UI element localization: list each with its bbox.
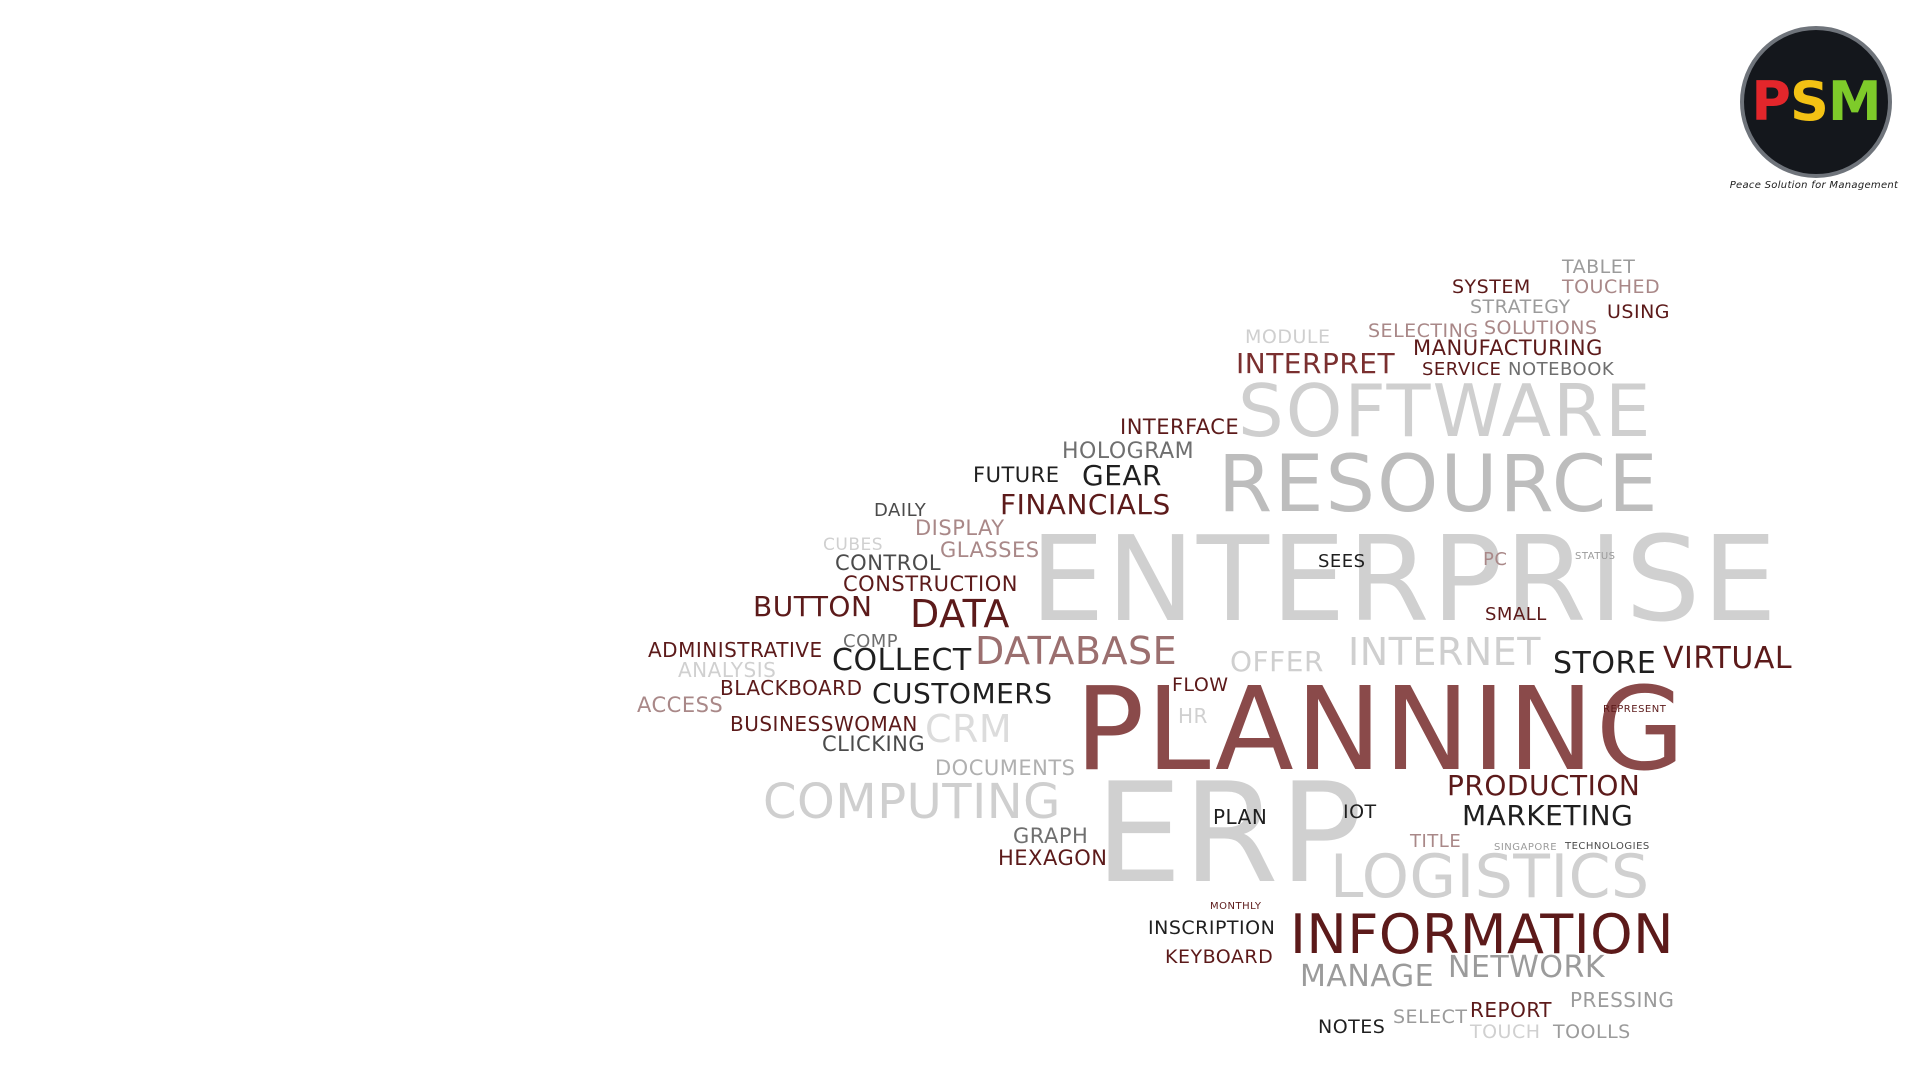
word-sees: SEES — [1318, 551, 1366, 572]
word-plan: PLAN — [1213, 805, 1268, 829]
word-select: SELECT — [1393, 1006, 1468, 1028]
word-graph: GRAPH — [1013, 824, 1089, 848]
word-documents: DOCUMENTS — [935, 756, 1076, 780]
word-technologies: TECHNOLOGIES — [1565, 841, 1650, 852]
word-customers: CUSTOMERS — [872, 677, 1053, 710]
word-notes: NOTES — [1318, 1016, 1386, 1038]
word-represent: REPRESENT — [1603, 704, 1667, 715]
word-button: BUTTON — [753, 590, 873, 623]
word-financials: FINANCIALS — [1000, 488, 1171, 521]
word-keyboard: KEYBOARD — [1165, 946, 1274, 968]
word-interpret: INTERPRET — [1236, 347, 1396, 380]
word-inscription: INSCRIPTION — [1148, 917, 1276, 939]
word-hexagon: HEXAGON — [998, 846, 1108, 870]
word-erp: ERP — [1095, 753, 1363, 914]
word-enterprise: ENTERPRISE — [1030, 510, 1779, 648]
word-control: CONTROL — [835, 551, 942, 575]
word-strategy: STRATEGY — [1470, 296, 1571, 318]
word-title: TITLE — [1410, 831, 1462, 852]
word-gear: GEAR — [1082, 459, 1162, 492]
word-administrative: ADMINISTRATIVE — [648, 638, 823, 662]
word-cubes: CUBES — [823, 535, 884, 555]
word-display: DISPLAY — [915, 516, 1005, 540]
word-network: NETWORK — [1448, 950, 1606, 985]
word-flow: FLOW — [1172, 674, 1229, 696]
word-hologram: HOLOGRAM — [1062, 439, 1195, 464]
word-logistics: LOGISTICS — [1330, 842, 1650, 912]
word-software: SOFTWARE — [1238, 369, 1653, 453]
logo-letter-m: M — [1827, 70, 1882, 133]
word-access: ACCESS — [637, 693, 724, 717]
word-manage: MANAGE — [1300, 959, 1435, 994]
word-touch: TOUCH — [1470, 1021, 1541, 1043]
word-production: PRODUCTION — [1447, 769, 1641, 802]
word-future: FUTURE — [973, 463, 1060, 487]
word-hr: HR — [1178, 704, 1208, 728]
word-information: INFORMATION — [1290, 903, 1675, 966]
word-pc: PC — [1483, 549, 1508, 570]
word-offer: OFFER — [1230, 645, 1324, 678]
word-construction: CONSTRUCTION — [843, 572, 1018, 596]
word-small: SMALL — [1485, 604, 1547, 625]
word-toolls: TOOLLS — [1553, 1021, 1631, 1043]
word-comp: COMP — [843, 631, 899, 652]
word-touched: TOUCHED — [1562, 276, 1661, 298]
word-manufacturing: MANUFACTURING — [1413, 336, 1603, 360]
word-crm: CRM — [925, 707, 1013, 751]
word-blackboard: BLACKBOARD — [720, 676, 863, 700]
word-module: MODULE — [1245, 326, 1331, 348]
word-monthly: MONTHLY — [1210, 901, 1262, 912]
word-glasses: GLASSES — [940, 538, 1040, 562]
word-report: REPORT — [1470, 998, 1552, 1022]
word-database: DATABASE — [975, 629, 1178, 673]
logo-tagline: Peace Solution for Management — [1729, 180, 1899, 191]
word-status: STATUS — [1575, 551, 1616, 562]
word-planning: PLANNING — [1075, 663, 1687, 797]
word-solutions: SOLUTIONS — [1484, 317, 1598, 339]
psm-logo-letters: PSM — [1751, 75, 1881, 129]
word-businesswoman: BUSINESSWOMAN — [730, 712, 918, 736]
word-computing: COMPUTING — [763, 774, 1061, 830]
word-iot: IOT — [1343, 801, 1377, 823]
word-notebook: NOTEBOOK — [1508, 359, 1615, 380]
word-system: SYSTEM — [1452, 276, 1531, 298]
word-marketing: MARKETING — [1462, 799, 1634, 832]
word-clicking: CLICKING — [822, 732, 926, 756]
word-singapore: SINGAPORE — [1494, 842, 1558, 853]
word-interface: INTERFACE — [1120, 415, 1240, 439]
psm-logo: PSM — [1740, 26, 1892, 178]
word-daily: DAILY — [874, 500, 927, 521]
logo-letter-p: P — [1751, 70, 1791, 133]
word-resource: RESOURCE — [1218, 440, 1660, 530]
word-using: USING — [1607, 301, 1671, 323]
word-pressing: PRESSING — [1570, 988, 1675, 1012]
word-selecting: SELECTING — [1368, 320, 1479, 342]
word-data: DATA — [910, 592, 1010, 636]
logo-letter-s: S — [1789, 70, 1829, 133]
word-analysis: ANALYSIS — [678, 658, 777, 682]
word-internet: INTERNET — [1348, 630, 1541, 674]
word-virtual: VIRTUAL — [1663, 641, 1793, 676]
word-service: SERVICE — [1422, 359, 1502, 380]
word-tablet: TABLET — [1562, 256, 1636, 278]
word-collect: COLLECT — [832, 643, 972, 678]
word-store: STORE — [1553, 646, 1657, 681]
